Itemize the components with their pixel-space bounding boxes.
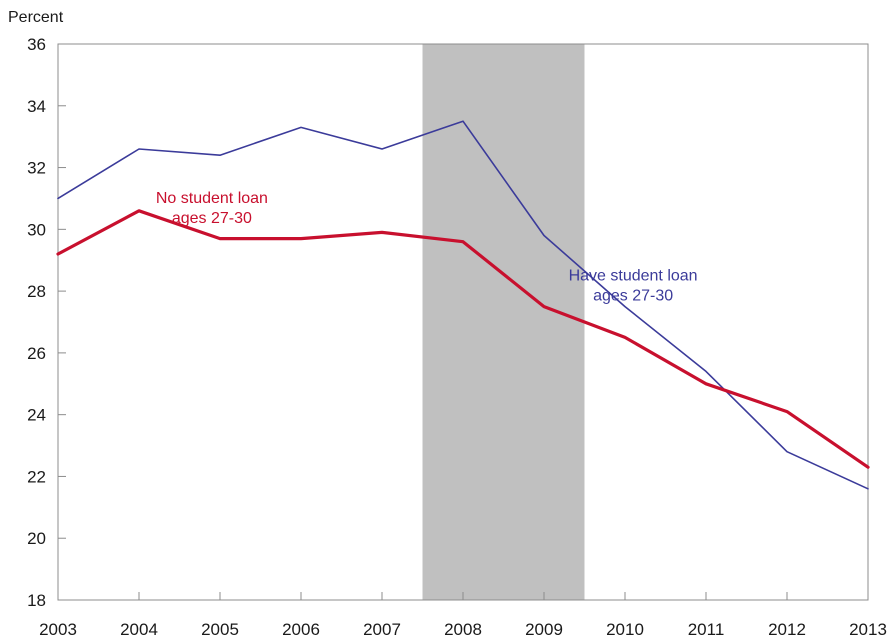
series-label-have-student-loan: Have student loan ages 27-30 [569, 267, 698, 304]
x-tick-label: 2013 [849, 620, 887, 639]
series-label-line: No student loan [156, 190, 268, 207]
y-tick-label: 20 [27, 529, 46, 548]
series-label-line: ages 27-30 [593, 287, 673, 304]
x-tick-label: 2012 [768, 620, 806, 639]
y-axis-label: Percent [8, 9, 64, 26]
x-tick-label: 2007 [363, 620, 401, 639]
x-tick-label: 2005 [201, 620, 239, 639]
y-tick-label: 36 [27, 35, 46, 54]
series-label-line: Have student loan [569, 267, 698, 284]
x-tick-label: 2006 [282, 620, 320, 639]
y-tick-label: 34 [27, 97, 46, 116]
y-tick-label: 28 [27, 282, 46, 301]
y-tick-label: 26 [27, 344, 46, 363]
y-tick-label: 30 [27, 220, 46, 239]
y-tick-label: 22 [27, 467, 46, 486]
y-tick-label: 24 [27, 406, 46, 425]
series-line-have-student-loan [57, 120, 869, 490]
x-tick-label: 2010 [606, 620, 644, 639]
recession-shading [422, 44, 585, 600]
series-line-no-student-loan [56, 209, 870, 469]
y-tick-label: 18 [27, 591, 46, 610]
y-tick-label: 32 [27, 159, 46, 178]
series-label-line: ages 27-30 [172, 210, 252, 227]
series-label-no-student-loan: No student loan ages 27-30 [156, 190, 268, 227]
x-tick-label: 2004 [120, 620, 158, 639]
x-tick-label: 2008 [444, 620, 482, 639]
x-tick-label: 2003 [39, 620, 77, 639]
x-tick-label: 2011 [688, 620, 725, 639]
x-tick-label: 2009 [525, 620, 563, 639]
